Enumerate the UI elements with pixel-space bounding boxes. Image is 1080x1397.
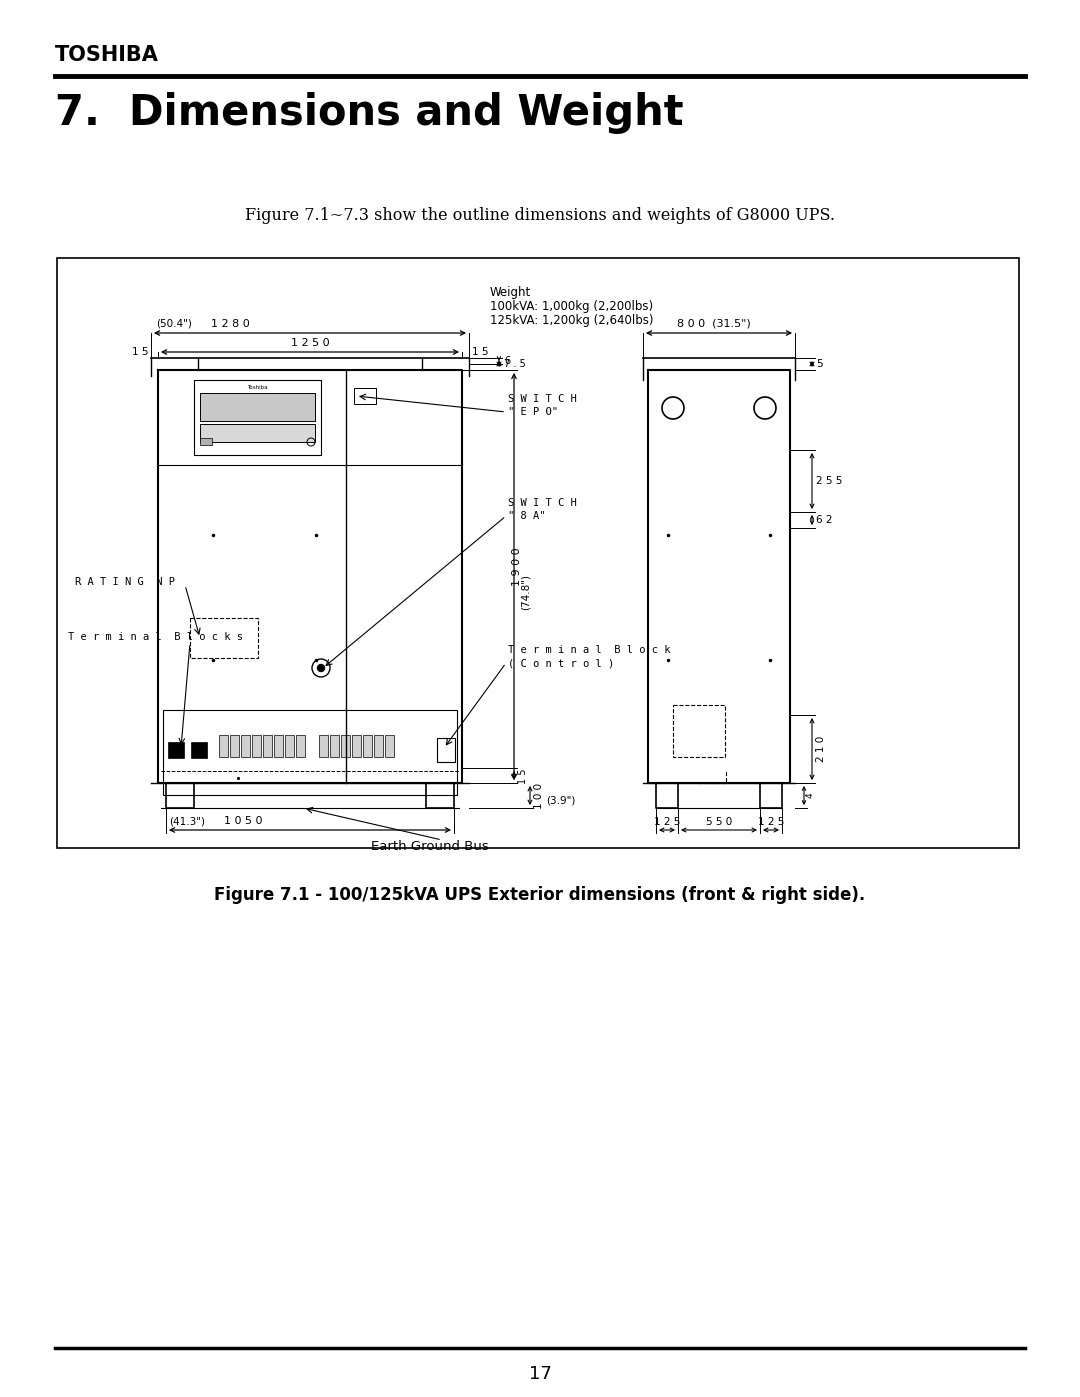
Text: 1 5: 1 5 bbox=[472, 346, 488, 358]
Text: T e r m i n a l  B l o c k: T e r m i n a l B l o c k bbox=[508, 645, 671, 655]
Bar bbox=[200, 439, 212, 446]
Bar bbox=[200, 393, 315, 420]
Bar bbox=[274, 735, 283, 757]
Bar bbox=[190, 617, 258, 658]
Text: Weight: Weight bbox=[490, 286, 531, 299]
Text: 17: 17 bbox=[528, 1365, 552, 1383]
Text: 5 5 0: 5 5 0 bbox=[706, 817, 732, 827]
Bar bbox=[194, 380, 321, 455]
Text: 7 . 5: 7 . 5 bbox=[504, 359, 526, 369]
Bar bbox=[219, 735, 228, 757]
Bar bbox=[374, 735, 383, 757]
Bar bbox=[437, 738, 455, 761]
Text: Toshiba: Toshiba bbox=[246, 386, 268, 390]
Bar bbox=[330, 735, 339, 757]
Text: 6: 6 bbox=[504, 356, 510, 366]
Circle shape bbox=[318, 665, 324, 672]
Bar bbox=[200, 425, 315, 441]
Bar bbox=[384, 735, 394, 757]
Text: TOSHIBA: TOSHIBA bbox=[55, 45, 159, 66]
Text: " E P O": " E P O" bbox=[508, 407, 558, 416]
Text: Earth Ground Bus: Earth Ground Bus bbox=[372, 840, 489, 854]
Bar bbox=[296, 735, 305, 757]
Text: 6 2: 6 2 bbox=[816, 515, 833, 525]
Text: ( C o n t r o l ): ( C o n t r o l ) bbox=[508, 659, 615, 669]
Text: (50.4"): (50.4") bbox=[156, 319, 192, 328]
Text: 8 0 0  (31.5"): 8 0 0 (31.5") bbox=[677, 319, 751, 330]
Text: 2 1 0: 2 1 0 bbox=[816, 736, 826, 763]
Text: T e r m i n a l  B l o c k s: T e r m i n a l B l o c k s bbox=[68, 631, 243, 643]
Bar bbox=[285, 735, 294, 757]
Text: (74.8"): (74.8") bbox=[521, 574, 531, 609]
Text: 1 2 5 0: 1 2 5 0 bbox=[291, 338, 329, 348]
Text: 1 2 5: 1 2 5 bbox=[653, 817, 680, 827]
Text: R A T I N G  N P: R A T I N G N P bbox=[75, 577, 175, 587]
Text: 125kVA: 1,200kg (2,640lbs): 125kVA: 1,200kg (2,640lbs) bbox=[490, 314, 653, 327]
Text: 1 5: 1 5 bbox=[132, 346, 148, 358]
Bar bbox=[264, 735, 272, 757]
Text: 7.  Dimensions and Weight: 7. Dimensions and Weight bbox=[55, 92, 684, 134]
Bar bbox=[191, 742, 207, 759]
Bar bbox=[673, 705, 725, 757]
Text: 1 2 8 0: 1 2 8 0 bbox=[211, 319, 249, 330]
Text: S W I T C H: S W I T C H bbox=[508, 497, 577, 509]
Text: S W I T C H: S W I T C H bbox=[508, 394, 577, 404]
Text: 100kVA: 1,000kg (2,200lbs): 100kVA: 1,000kg (2,200lbs) bbox=[490, 300, 653, 313]
Bar bbox=[168, 742, 184, 759]
Text: (3.9"): (3.9") bbox=[546, 795, 576, 806]
Bar bbox=[163, 710, 457, 795]
Text: (41.3"): (41.3") bbox=[168, 816, 205, 826]
Bar bbox=[354, 388, 376, 404]
Text: Figure 7.1 - 100/125kVA UPS Exterior dimensions (front & right side).: Figure 7.1 - 100/125kVA UPS Exterior dim… bbox=[214, 886, 866, 904]
Bar bbox=[252, 735, 261, 757]
Text: 1 2 5: 1 2 5 bbox=[758, 817, 784, 827]
Text: 1 0 0: 1 0 0 bbox=[534, 782, 544, 809]
Bar bbox=[230, 735, 239, 757]
Bar bbox=[363, 735, 372, 757]
Text: 1 9 0 0: 1 9 0 0 bbox=[512, 548, 522, 585]
Bar bbox=[241, 735, 249, 757]
Text: 5: 5 bbox=[816, 359, 823, 369]
Text: 4: 4 bbox=[806, 792, 815, 798]
Bar bbox=[341, 735, 350, 757]
Text: 1 5: 1 5 bbox=[518, 768, 528, 784]
Text: 1 0 5 0: 1 0 5 0 bbox=[224, 816, 262, 826]
Bar bbox=[352, 735, 361, 757]
Bar bbox=[319, 735, 328, 757]
Bar bbox=[57, 258, 1020, 848]
Text: 2 5 5: 2 5 5 bbox=[816, 476, 842, 486]
Text: Figure 7.1~7.3 show the outline dimensions and weights of G8000 UPS.: Figure 7.1~7.3 show the outline dimensio… bbox=[245, 207, 835, 224]
Text: " 8 A": " 8 A" bbox=[508, 511, 545, 521]
